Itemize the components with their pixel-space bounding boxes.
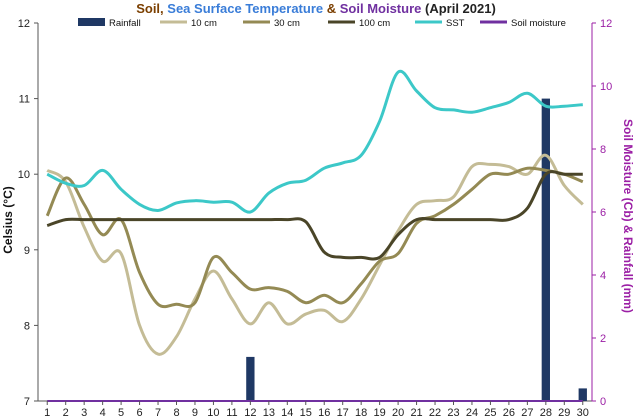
legend-label: Soil moisture (511, 18, 566, 29)
x-tick-label: 19 (374, 407, 386, 419)
chart-title: Soil, Sea Surface Temperature & Soil Moi… (136, 1, 496, 16)
x-tick-label: 30 (577, 407, 589, 419)
x-tick-label: 16 (318, 407, 330, 419)
y-left-tick-label: 8 (24, 320, 30, 332)
x-tick-label: 15 (300, 407, 312, 419)
series-line-100-cm (46, 170, 583, 261)
legend-label: 10 cm (191, 18, 217, 29)
y-left-tick-label: 11 (19, 94, 30, 106)
x-tick-label: 7 (155, 407, 161, 419)
x-tick-label: 29 (558, 407, 570, 419)
x-tick-label: 1 (44, 407, 50, 419)
x-tick-label: 28 (540, 407, 552, 419)
rainfall-bars (246, 98, 587, 401)
y-left-tick-label: 7 (24, 396, 30, 408)
title-part: Soil (136, 1, 160, 16)
title-part: Sea Surface Temperature (167, 1, 323, 16)
x-tick-label: 17 (337, 407, 349, 419)
title-part: (April 2021) (421, 1, 495, 16)
rainfall-bar (578, 388, 587, 401)
y-right-tick-label: 10 (600, 81, 612, 93)
y-left-tick-label: 10 (18, 169, 30, 181)
x-tick-label: 21 (410, 407, 422, 419)
x-tick-label: 27 (521, 407, 533, 419)
x-tick-label: 8 (173, 407, 179, 419)
series-line-30-cm (45, 166, 584, 309)
x-axis-ticks: 1 2 3 4 5 6 7 8 9 10 11 12 13 14 15 16 17 18 19 20 21 22 23 24 2… (44, 401, 589, 419)
y-right-tick-label: 12 (600, 18, 612, 30)
y-left-tick-label: 12 (18, 18, 30, 30)
x-tick-label: 26 (503, 407, 515, 419)
title-part: , (160, 1, 167, 16)
title-part: Soil Moisture (340, 1, 422, 16)
x-tick-label: 22 (429, 407, 441, 419)
x-tick-label: 4 (100, 407, 106, 419)
series-line-10-cm (46, 153, 584, 356)
x-tick-label: 6 (137, 407, 143, 419)
right-axis-ticks: 0 2 4 6 8 10 12 (592, 18, 612, 408)
y-axis-left-label: Celsius (°C) (1, 186, 15, 253)
x-tick-label: 13 (263, 407, 275, 419)
y-right-tick-label: 2 (600, 333, 606, 345)
legend-label: Rainfall (109, 18, 141, 29)
legend-label: SST (446, 18, 465, 29)
y-right-tick-label: 6 (600, 207, 606, 219)
title-part: & (323, 1, 340, 16)
y-left-tick-label: 9 (24, 245, 30, 257)
x-tick-label: 24 (466, 407, 478, 419)
x-tick-label: 14 (281, 407, 293, 419)
x-tick-label: 3 (81, 407, 87, 419)
plot-frame (37, 23, 593, 402)
rainfall-bar (541, 98, 550, 401)
x-tick-label: 5 (118, 407, 124, 419)
rainfall-bar (246, 356, 255, 401)
x-tick-label: 9 (192, 407, 198, 419)
y-right-tick-label: 0 (600, 396, 606, 408)
x-tick-label: 20 (392, 407, 404, 419)
y-right-tick-label: 4 (600, 270, 606, 282)
legend-swatch (78, 18, 105, 26)
y-right-tick-label: 8 (600, 144, 606, 156)
x-tick-label: 18 (355, 407, 367, 419)
x-tick-label: 11 (226, 407, 237, 419)
x-tick-label: 10 (207, 407, 219, 419)
series-lines (45, 69, 584, 402)
x-tick-label: 12 (244, 407, 256, 419)
legend: Rainfall 10 cm 30 cm 100 cm SST Soil moisture (78, 18, 566, 29)
legend-label: 100 cm (359, 18, 390, 29)
legend-label: 30 cm (274, 18, 300, 29)
x-tick-label: 2 (63, 407, 69, 419)
left-axis-ticks: 7 8 9 10 11 12 (18, 18, 38, 408)
series-line-sst (46, 69, 583, 214)
y-axis-right-label: Soil Moisture (Cb) & Rainfall (mm) (621, 119, 633, 313)
x-tick-label: 25 (484, 407, 496, 419)
x-tick-label: 23 (447, 407, 459, 419)
